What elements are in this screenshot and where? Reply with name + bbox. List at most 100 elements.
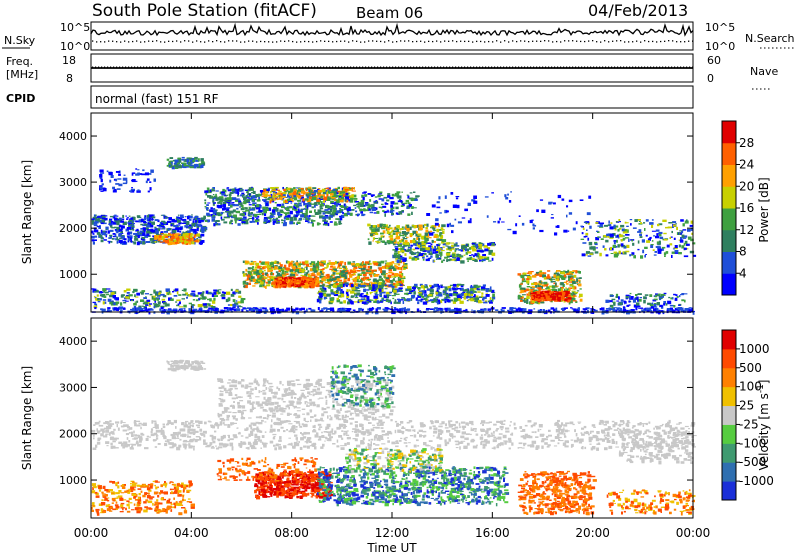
echo-cell [237, 195, 240, 197]
echo-cell [388, 284, 393, 287]
echo-cell [569, 284, 573, 286]
echo-cell [186, 296, 188, 299]
echo-cell [105, 235, 107, 238]
echo-cell [408, 292, 412, 295]
nsearch-point [136, 40, 138, 42]
echo-cell [332, 266, 336, 269]
echo-cell [108, 241, 111, 244]
echo-cell [237, 306, 239, 309]
echo-cell [391, 282, 394, 284]
echo-cell [119, 217, 122, 220]
echo-cell [156, 236, 158, 238]
echo-cell [250, 197, 254, 200]
echo-cell [215, 291, 220, 295]
echo-cell [553, 274, 556, 278]
echo-cell [316, 292, 320, 294]
echo-cell [373, 212, 377, 214]
echo-cell [534, 298, 537, 300]
echo-cell [449, 299, 453, 302]
echo-cell [394, 227, 399, 230]
echo-cell [261, 212, 264, 216]
nave-point [215, 66, 217, 68]
echo-cell [154, 241, 157, 243]
echo-cell [303, 202, 305, 206]
nsearch-point [300, 41, 302, 43]
echo-cell [385, 295, 389, 298]
echo-cell [257, 193, 262, 197]
echo-cell [213, 216, 216, 219]
echo-cell [168, 164, 171, 167]
echo-cell [260, 281, 264, 285]
echo-cell [130, 225, 135, 228]
echo-cell [373, 300, 378, 303]
echo-cell [200, 227, 205, 231]
echo-cell [251, 199, 255, 202]
echo-cell [441, 298, 444, 301]
echo-cell [327, 210, 331, 214]
echo-cell [528, 288, 531, 291]
echo-cell [416, 231, 418, 234]
echo-cell [317, 189, 323, 193]
echo-cell [425, 285, 428, 288]
echo-cell [287, 214, 291, 218]
echo-cell [235, 300, 238, 302]
echo-cell [200, 217, 205, 221]
echo-cell [468, 247, 472, 250]
echo-cell [355, 286, 360, 289]
echo-cell [488, 249, 493, 254]
echo-cell [102, 299, 107, 301]
nave-point [476, 66, 478, 68]
echo-cell [340, 214, 345, 218]
echo-cell [231, 205, 235, 207]
echo-cell [125, 228, 130, 232]
echo-cell [362, 204, 366, 207]
nave-point [500, 66, 502, 68]
echo-cell [120, 220, 124, 223]
echo-cell [142, 238, 146, 243]
echo-cell [405, 233, 407, 237]
echo-cell [161, 222, 164, 226]
echo-cell [327, 196, 329, 199]
echo-cell [340, 293, 345, 298]
echo-cell [295, 192, 299, 195]
echo-cell [389, 227, 393, 230]
echo-cell [125, 180, 128, 184]
echo-cell [442, 239, 447, 243]
echo-cell [351, 190, 356, 192]
echo-cell [222, 188, 225, 192]
nsearch-point [96, 41, 98, 43]
echo-cell [227, 211, 232, 215]
nsearch-point [644, 40, 646, 42]
echo-cell [273, 266, 278, 269]
echo-cell [127, 221, 132, 224]
echo-cell [256, 262, 260, 267]
echo-cell [112, 294, 116, 299]
echo-cell [322, 271, 325, 274]
echo-cell [543, 281, 548, 285]
nsearch-point [180, 41, 182, 43]
echo-cell [313, 265, 317, 269]
echo-cell [104, 215, 108, 217]
nave-point [152, 66, 154, 68]
echo-cell [309, 278, 312, 282]
echo-cell [161, 220, 166, 223]
echo-cell [298, 218, 302, 220]
echo-cell [241, 221, 246, 224]
echo-cell [175, 233, 179, 235]
echo-cell [211, 195, 214, 198]
echo-cell [142, 227, 146, 229]
echo-cell [547, 274, 550, 277]
echo-cell [186, 162, 189, 165]
nave-point [407, 66, 409, 68]
echo-cell [304, 260, 309, 264]
echo-cell [339, 292, 342, 294]
echo-cell [353, 266, 358, 270]
echo-cell [163, 222, 167, 224]
echo-cell [453, 243, 458, 247]
echo-cell [167, 292, 170, 296]
echo-cell [484, 248, 489, 252]
echo-cell [348, 189, 354, 191]
nsearch-point [124, 40, 126, 42]
echo-cell [255, 206, 260, 210]
